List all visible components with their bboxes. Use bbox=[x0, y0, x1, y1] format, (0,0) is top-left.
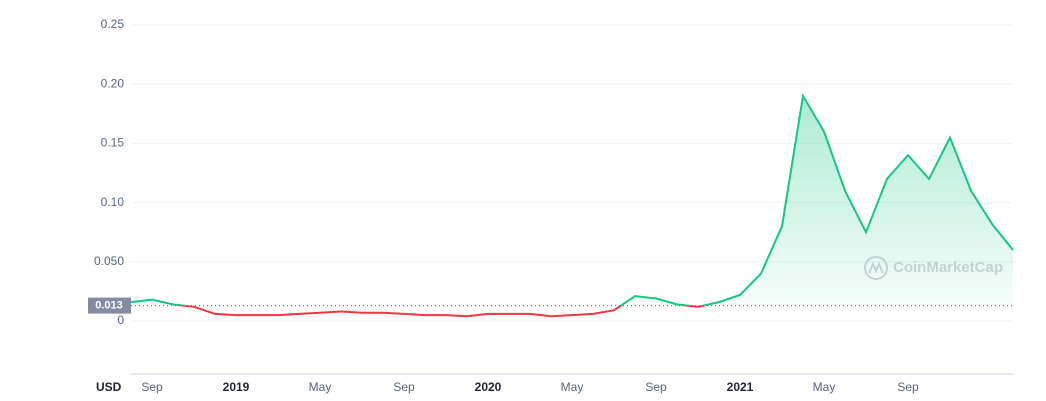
y-tick-label: 0.050 bbox=[94, 254, 124, 268]
area bbox=[131, 96, 1013, 306]
reference-label: 0.013 bbox=[95, 300, 123, 312]
x-tick-label: May bbox=[561, 380, 584, 394]
x-tick-label: May bbox=[309, 380, 332, 394]
y-tick-label: 0.10 bbox=[101, 195, 125, 209]
line-down bbox=[174, 305, 708, 318]
x-tick-label: Sep bbox=[897, 380, 919, 394]
y-tick-label: 0.20 bbox=[101, 76, 125, 90]
line-up bbox=[130, 93, 1014, 306]
x-tick-label: Sep bbox=[141, 380, 163, 394]
x-tick-label: 2020 bbox=[475, 380, 502, 394]
reference-badge bbox=[88, 297, 131, 314]
x-tick-label: 2021 bbox=[727, 380, 754, 394]
axis-label: USD bbox=[96, 380, 122, 394]
y-tick-label: 0.15 bbox=[101, 136, 125, 150]
x-tick-label: May bbox=[813, 380, 836, 394]
y-tick-label: 0 bbox=[117, 313, 124, 327]
x-tick-label: Sep bbox=[393, 380, 415, 394]
x-tick-label: 2019 bbox=[223, 380, 250, 394]
y-tick-label: 0.25 bbox=[101, 17, 125, 31]
x-tick-label: Sep bbox=[645, 380, 667, 394]
